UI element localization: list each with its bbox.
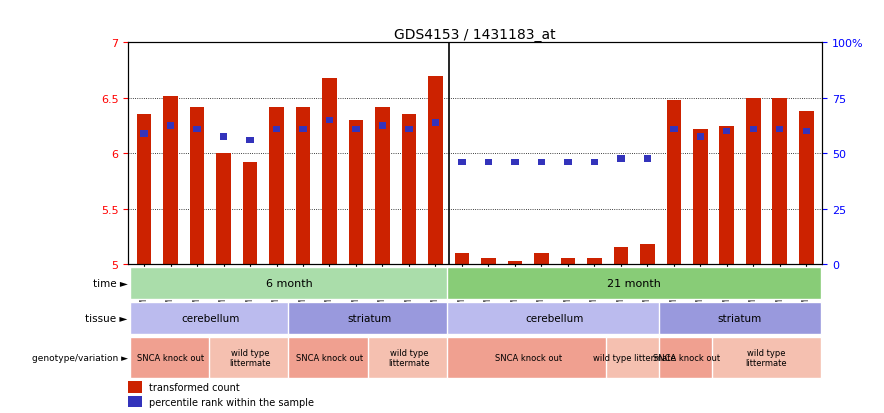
Bar: [606, 337, 662, 378]
Bar: [129, 302, 291, 334]
Bar: [352, 126, 360, 133]
Bar: [326, 117, 333, 124]
Text: wild type littermate: wild type littermate: [592, 353, 675, 362]
Text: SNCA knock out: SNCA knock out: [494, 353, 561, 362]
Bar: [613, 248, 629, 264]
Text: tissue ►: tissue ►: [85, 313, 127, 323]
Bar: [484, 159, 492, 166]
Bar: [659, 337, 715, 378]
Text: wild type
littermate: wild type littermate: [746, 348, 788, 367]
Bar: [720, 126, 734, 264]
Bar: [167, 123, 174, 130]
Bar: [534, 253, 549, 264]
Bar: [667, 101, 681, 264]
Bar: [431, 120, 439, 126]
Bar: [670, 126, 677, 133]
Bar: [799, 112, 813, 264]
Bar: [141, 131, 148, 137]
Bar: [428, 76, 443, 264]
Bar: [128, 382, 142, 393]
Text: SNCA knock out: SNCA knock out: [137, 353, 204, 362]
Text: SNCA knock out: SNCA knock out: [296, 353, 363, 362]
Bar: [447, 302, 662, 334]
Bar: [368, 337, 450, 378]
Bar: [288, 302, 450, 334]
Bar: [560, 259, 575, 264]
Text: percentile rank within the sample: percentile rank within the sample: [149, 396, 315, 407]
Bar: [447, 267, 821, 299]
Bar: [659, 302, 821, 334]
Bar: [273, 126, 280, 133]
Bar: [209, 337, 291, 378]
Bar: [128, 396, 142, 407]
Bar: [746, 99, 760, 264]
Bar: [537, 159, 545, 166]
Text: wild type
littermate: wild type littermate: [388, 348, 430, 367]
Bar: [194, 126, 201, 133]
Bar: [270, 107, 284, 264]
Text: cerebellum: cerebellum: [525, 313, 583, 323]
Bar: [190, 107, 204, 264]
Bar: [288, 337, 370, 378]
Bar: [164, 96, 178, 264]
Bar: [322, 79, 337, 264]
Bar: [300, 126, 307, 133]
Bar: [217, 154, 231, 264]
Bar: [511, 159, 519, 166]
Title: GDS4153 / 1431183_at: GDS4153 / 1431183_at: [394, 28, 556, 43]
Bar: [507, 261, 522, 264]
Text: wild type
littermate: wild type littermate: [229, 348, 271, 367]
Bar: [378, 123, 386, 130]
Text: transformed count: transformed count: [149, 382, 240, 392]
Text: 21 month: 21 month: [607, 278, 661, 288]
Bar: [447, 337, 609, 378]
Bar: [129, 267, 450, 299]
Bar: [564, 159, 572, 166]
Text: striatum: striatum: [347, 313, 392, 323]
Bar: [243, 163, 257, 264]
Bar: [644, 156, 651, 163]
Bar: [750, 126, 757, 133]
Bar: [776, 126, 783, 133]
Bar: [220, 134, 227, 140]
Text: SNCA knock out: SNCA knock out: [653, 353, 720, 362]
Bar: [773, 99, 787, 264]
Bar: [454, 253, 469, 264]
Bar: [481, 259, 496, 264]
Text: time ►: time ►: [93, 278, 127, 288]
Bar: [713, 337, 821, 378]
Bar: [247, 137, 254, 144]
Bar: [803, 128, 810, 135]
Bar: [348, 121, 363, 264]
Bar: [401, 115, 416, 264]
Bar: [697, 134, 704, 140]
Bar: [640, 244, 654, 264]
Text: striatum: striatum: [718, 313, 762, 323]
Bar: [587, 259, 602, 264]
Bar: [129, 337, 211, 378]
Bar: [296, 107, 310, 264]
Text: cerebellum: cerebellum: [181, 313, 240, 323]
Bar: [693, 130, 707, 264]
Bar: [137, 115, 151, 264]
Bar: [405, 126, 413, 133]
Bar: [375, 107, 390, 264]
Bar: [617, 156, 624, 163]
Bar: [723, 128, 730, 135]
Bar: [591, 159, 598, 166]
Text: 6 month: 6 month: [266, 278, 313, 288]
Bar: [458, 159, 466, 166]
Text: genotype/variation ►: genotype/variation ►: [32, 353, 127, 362]
